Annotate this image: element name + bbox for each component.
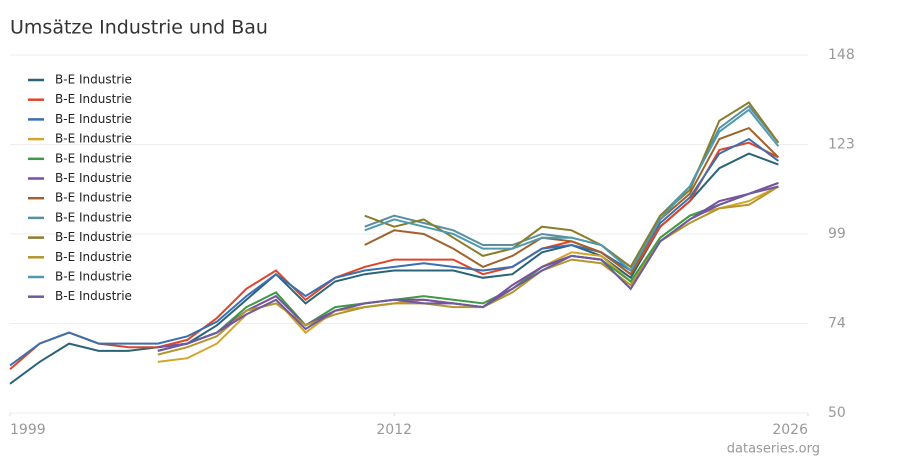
series-line xyxy=(364,101,780,269)
series-line xyxy=(157,181,779,352)
legend-label: B-E Industrie xyxy=(55,112,132,126)
y-tick-label: 99 xyxy=(828,226,846,242)
y-tick-label: 148 xyxy=(828,47,855,63)
x-tick-label: 1999 xyxy=(10,422,46,438)
legend-label: B-E Industrie xyxy=(55,132,132,146)
series-line xyxy=(364,108,780,273)
legend-label: B-E Industrie xyxy=(55,289,132,303)
legend-label: B-E Industrie xyxy=(55,171,132,185)
series-line xyxy=(157,185,779,352)
series-line xyxy=(157,185,779,356)
legend-label: B-E Industrie xyxy=(55,73,132,87)
y-tick-label: 74 xyxy=(828,316,846,332)
y-tick-label: 50 xyxy=(828,405,846,421)
series-line xyxy=(9,141,779,370)
chart-title: Umsätze Industrie und Bau xyxy=(10,17,268,39)
legend-label: B-E Industrie xyxy=(55,92,132,106)
y-tick-label: 123 xyxy=(828,137,855,153)
series-line xyxy=(157,181,779,349)
x-tick-label: 2012 xyxy=(376,422,412,438)
series-line xyxy=(364,126,780,276)
legend-label: B-E Industrie xyxy=(55,191,132,205)
legend-label: B-E Industrie xyxy=(55,250,132,264)
source: dataseries.org xyxy=(727,442,820,457)
legend-label: B-E Industrie xyxy=(55,210,132,224)
legend-label: B-E Industrie xyxy=(55,230,132,244)
x-tick-label: 2026 xyxy=(772,422,808,438)
legend-label: B-E Industrie xyxy=(55,270,132,284)
legend-label: B-E Industrie xyxy=(55,151,132,165)
